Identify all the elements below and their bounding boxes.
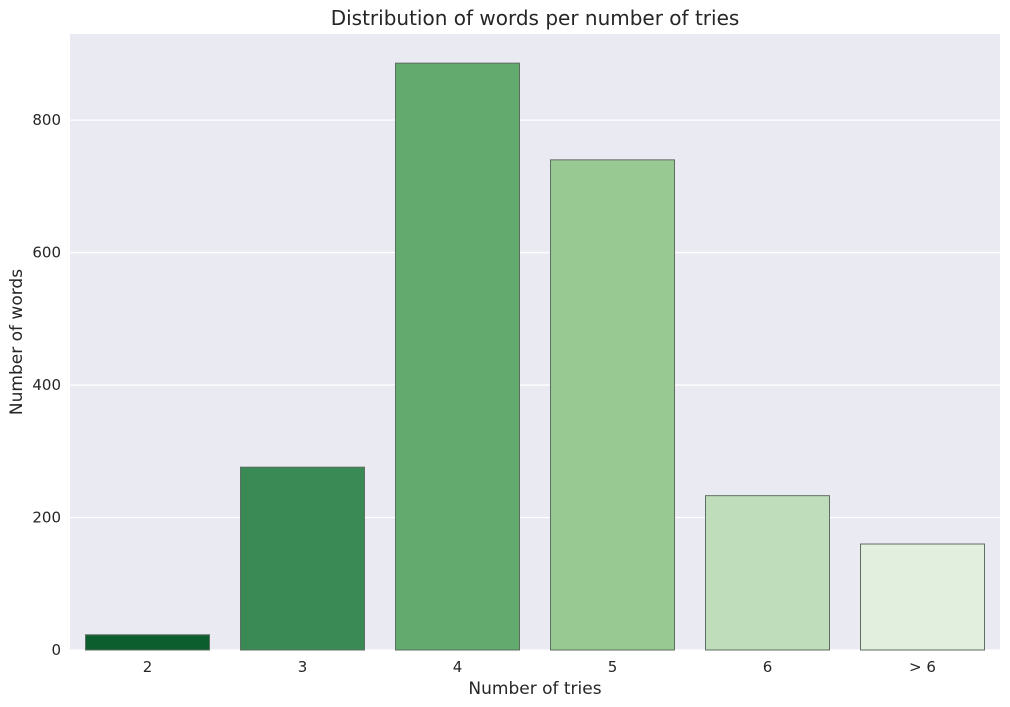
y-tick-label: 800	[32, 111, 61, 129]
bar-0	[85, 634, 210, 651]
bar-4	[705, 495, 830, 651]
y-tick-label: 400	[32, 376, 61, 394]
x-tick-label: 6	[763, 658, 773, 676]
x-tick-label: 4	[453, 658, 463, 676]
x-axis-label: Number of tries	[468, 679, 601, 699]
y-tick-label: 600	[32, 244, 61, 262]
y-tick-labels: 0 200 400 600 800	[32, 111, 61, 659]
bar-1	[240, 466, 365, 651]
x-tick-labels: 2 3 4 5 6 > 6	[143, 658, 936, 676]
y-axis-label: Number of words	[7, 269, 27, 415]
chart-title: Distribution of words per number of trie…	[331, 6, 740, 30]
bar-3	[550, 159, 675, 651]
plot-area	[70, 34, 1000, 650]
x-tick-label: 3	[298, 658, 308, 676]
bars	[85, 62, 985, 651]
bar-2	[395, 62, 520, 651]
x-tick-label: > 6	[909, 658, 936, 676]
gridlines	[70, 119, 1000, 651]
x-tick-label: 5	[608, 658, 618, 676]
y-tick-label: 0	[51, 641, 61, 659]
bar-5	[860, 543, 985, 651]
x-tick-label: 2	[143, 658, 153, 676]
y-tick-label: 200	[32, 509, 61, 527]
